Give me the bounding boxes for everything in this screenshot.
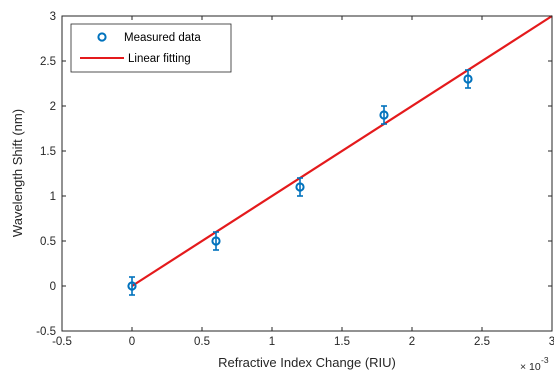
legend-label-fit: Linear fitting (128, 53, 191, 65)
x-tick-label: -0.5 (52, 336, 72, 348)
legend-label-measured: Measured data (124, 32, 201, 44)
x-axis-exponent: × 10 -3 (520, 355, 549, 372)
x-tick-label: 3 (549, 336, 554, 348)
x-tick-label: 2 (409, 336, 415, 348)
data-marker-layer (127, 69, 473, 296)
x-tick-label: 1 (269, 336, 275, 348)
plot-frame (61, 15, 553, 332)
x-exponent-power: -3 (541, 355, 549, 365)
y-tick-label: -0.5 (36, 326, 56, 338)
x-tick-label: 2.5 (474, 336, 490, 348)
data-point (463, 74, 473, 84)
data-point (127, 281, 137, 291)
x-axis-label: Refractive Index Change (RIU) (218, 355, 396, 370)
y-tick-label: 1.5 (40, 146, 56, 158)
data-point (211, 236, 221, 246)
legend-box (70, 23, 232, 73)
y-tick-label: 1 (50, 191, 56, 203)
x-tick-label: 0.5 (194, 336, 210, 348)
fit-line (131, 15, 553, 287)
tick-group: -0.5 0 0.5 1 1.5 2 2.5 3 -0.5 0 0.5 1 1.5 2 2.5 3 (36, 11, 554, 348)
x-exponent-base: × 10 (520, 361, 541, 372)
data-point (379, 110, 389, 120)
x-tick-label: 0 (129, 336, 135, 348)
legend-marker-measured (97, 32, 107, 42)
data-point (295, 182, 305, 192)
legend: Measured data Linear fitting (70, 23, 232, 73)
y-axis-label: Wavelength Shift (nm) (10, 109, 25, 237)
y-tick-label: 0 (50, 281, 56, 293)
y-tick-label: 2 (50, 101, 56, 113)
y-tick-label: 0.5 (40, 236, 56, 248)
y-tick-label: 3 (50, 11, 56, 23)
fit-line-layer (131, 15, 553, 287)
x-tick-label: 1.5 (334, 336, 350, 348)
y-tick-label: 2.5 (40, 56, 56, 68)
